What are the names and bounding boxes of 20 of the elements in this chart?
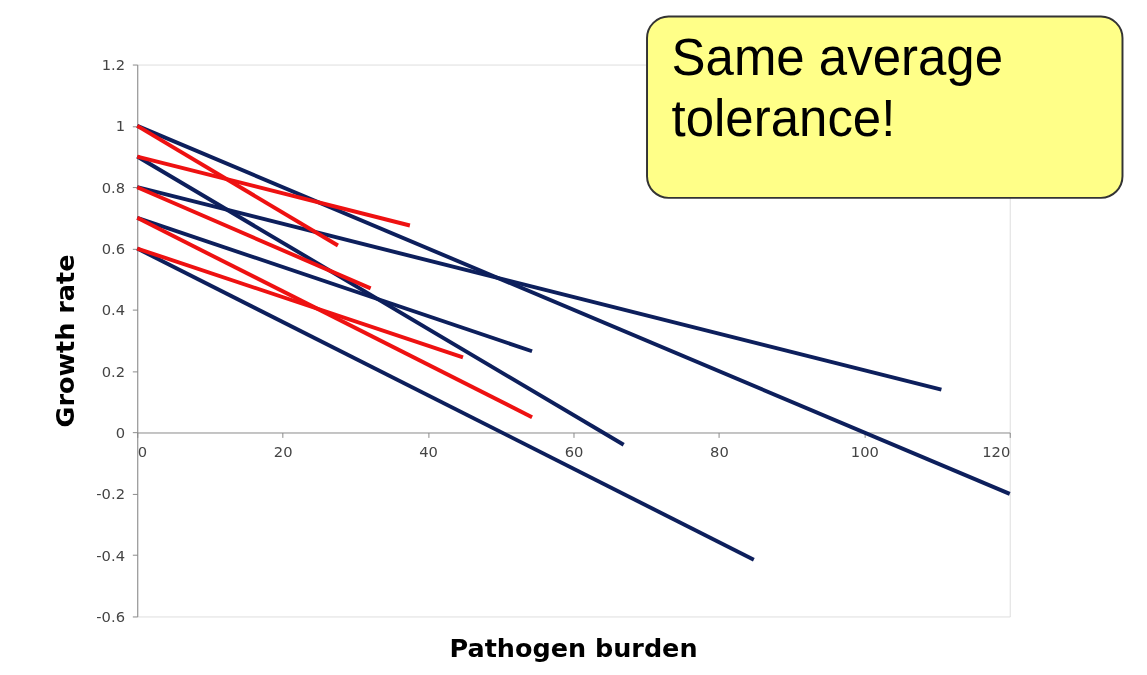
x-tick-label: 60	[564, 443, 584, 461]
y-tick-label: 1.2	[101, 55, 125, 73]
y-tick-label: 1	[115, 117, 125, 135]
y-tick-label: 0	[115, 423, 125, 441]
y-tick-label: -0.2	[96, 485, 125, 503]
y-tick-label: 0.8	[101, 178, 125, 196]
y-tick-label: 0.2	[101, 362, 125, 380]
x-tick-label: 20	[273, 443, 293, 461]
y-tick-label: -0.4	[96, 546, 125, 564]
y-tick-label: -0.6	[96, 607, 125, 625]
x-tick-label: 80	[710, 443, 729, 461]
y-axis-title: Growth rate	[49, 254, 80, 428]
x-tick-label: 100	[850, 443, 879, 461]
annotation: Same average tolerance!	[671, 29, 1004, 148]
x-tick-label: 40	[419, 443, 438, 461]
y-tick-label: 0.4	[101, 301, 125, 319]
x-tick-label: 0	[137, 443, 148, 461]
y-tick-label: 0.6	[101, 239, 125, 257]
x-axis-title: Pathogen burden	[449, 632, 698, 663]
x-tick-label: 120	[982, 443, 1011, 461]
